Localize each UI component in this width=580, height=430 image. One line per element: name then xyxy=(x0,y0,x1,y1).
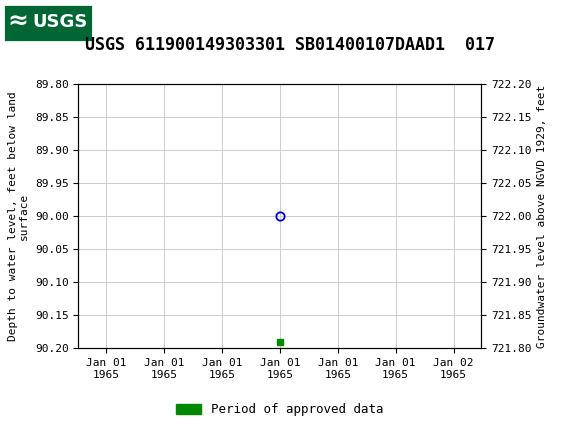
Text: USGS 611900149303301 SB01400107DAAD1  017: USGS 611900149303301 SB01400107DAAD1 017 xyxy=(85,36,495,54)
Y-axis label: Depth to water level, feet below land
surface: Depth to water level, feet below land su… xyxy=(8,91,29,341)
Bar xyxy=(3,3,93,42)
Text: USGS: USGS xyxy=(32,12,87,31)
Text: ≈: ≈ xyxy=(7,9,28,34)
Legend: Period of approved data: Period of approved data xyxy=(171,398,389,421)
Y-axis label: Groundwater level above NGVD 1929, feet: Groundwater level above NGVD 1929, feet xyxy=(537,84,547,348)
